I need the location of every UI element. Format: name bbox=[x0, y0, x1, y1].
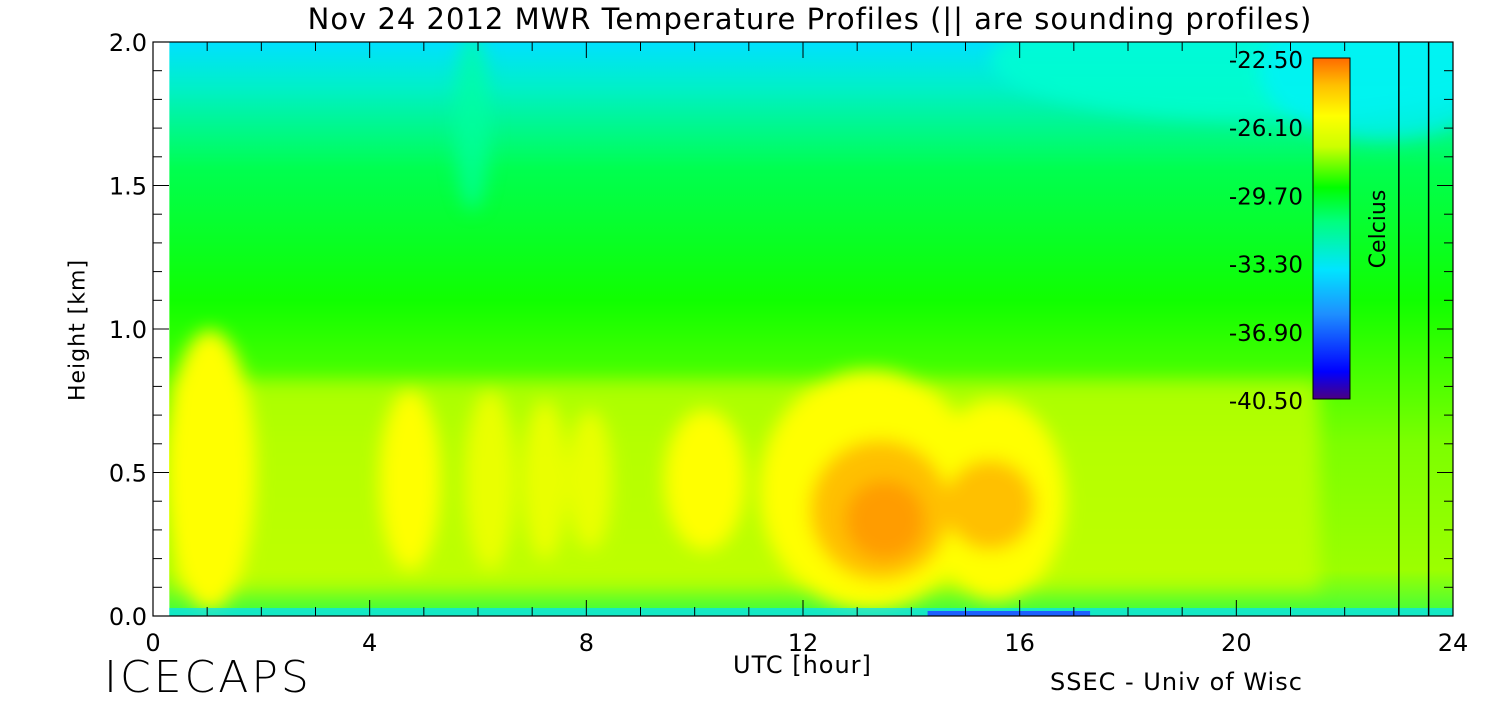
x-tick-label: 8 bbox=[579, 629, 594, 657]
x-tick-label: 24 bbox=[1438, 629, 1469, 657]
y-tick-label: 0.5 bbox=[109, 460, 147, 488]
y-tick-label: 0.0 bbox=[109, 603, 147, 631]
colorbar-tick-label: -26.10 bbox=[1229, 116, 1303, 142]
x-tick-label: 12 bbox=[788, 629, 819, 657]
colorbar-tick-label: -36.90 bbox=[1229, 321, 1303, 347]
x-tick-label: 4 bbox=[362, 629, 377, 657]
ssec-credit: SSEC - Univ of Wisc bbox=[1050, 668, 1303, 696]
colorbar-gradient bbox=[1312, 57, 1351, 400]
warm-blob bbox=[945, 460, 1035, 550]
x-tick-label: 20 bbox=[1221, 629, 1252, 657]
colorbar-tick-label: -22.50 bbox=[1229, 48, 1303, 74]
warm-blob bbox=[568, 410, 612, 550]
colorbar-tick-label: -29.70 bbox=[1229, 184, 1303, 210]
y-tick-label: 1.0 bbox=[109, 316, 147, 344]
cold-upper-region bbox=[1260, 42, 1453, 140]
surface-cold-strip bbox=[169, 608, 1453, 616]
warm-blob bbox=[665, 410, 745, 550]
y-tick-label: 2.0 bbox=[109, 29, 147, 57]
temperature-blobs bbox=[169, 42, 1453, 610]
warm-blob bbox=[465, 390, 515, 570]
colorbar-tick-label: -33.30 bbox=[1229, 253, 1303, 279]
surface-cold-core bbox=[927, 611, 1091, 616]
heatmap-field bbox=[169, 42, 1453, 616]
warm-blob bbox=[523, 400, 567, 560]
chart-title: Nov 24 2012 MWR Temperature Profiles (||… bbox=[307, 2, 1313, 36]
colorbar-tick-label: -40.50 bbox=[1229, 389, 1303, 415]
colorbar-label: Celcius bbox=[1366, 190, 1391, 269]
warm-blob bbox=[380, 390, 440, 570]
y-tick-label: 1.5 bbox=[109, 173, 147, 201]
warm-blob bbox=[845, 480, 925, 560]
warm-blob bbox=[169, 330, 255, 610]
cold-column bbox=[454, 42, 490, 210]
x-tick-label: 16 bbox=[1004, 629, 1035, 657]
axes: 0 4 8 12 16 20 24 0.0 0.5 1.0 1.5 2.0 bbox=[109, 29, 1468, 657]
x-axis-label: UTC [hour] bbox=[733, 651, 872, 679]
y-axis-label: Height [km] bbox=[65, 258, 91, 402]
colorbar: -22.50 -26.10 -29.70 -33.30 -36.90 -40.50 Celc… bbox=[1229, 48, 1391, 415]
x-tick-label: 0 bbox=[145, 629, 160, 657]
icecaps-logo-text: ICECAPS bbox=[104, 652, 312, 703]
